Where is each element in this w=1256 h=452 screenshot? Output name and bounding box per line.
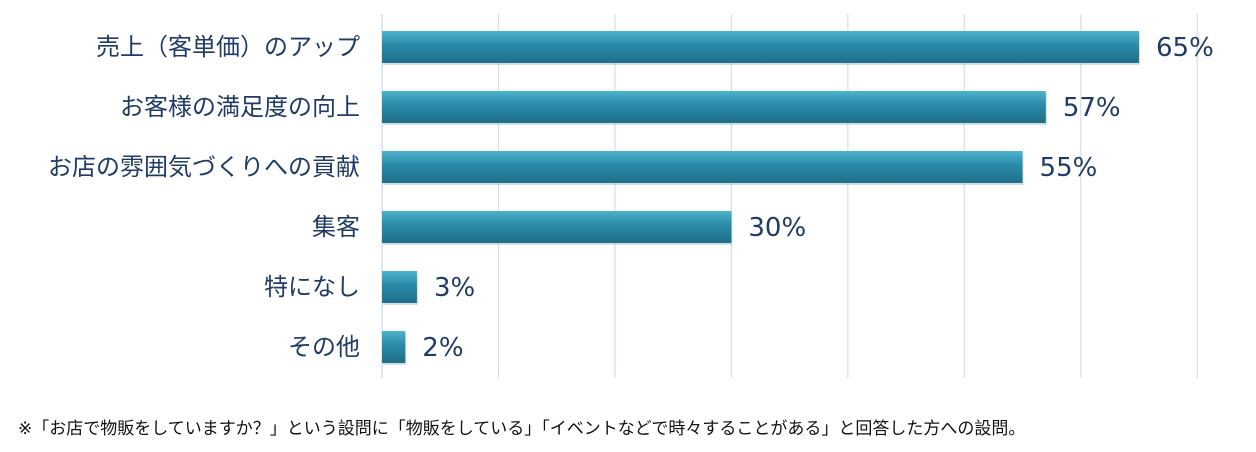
value-label: 30% xyxy=(748,213,806,243)
value-label: 55% xyxy=(1040,153,1098,183)
bar xyxy=(382,31,1139,63)
value-label: 65% xyxy=(1156,33,1214,63)
category-label: その他 xyxy=(288,333,360,361)
value-label: 57% xyxy=(1063,93,1121,123)
labels: 売上（客単価）のアップ 65% お客様の満足度の向上 57% お店の雰囲気づくりへの貢献… xyxy=(48,33,1214,363)
bars xyxy=(382,31,1140,365)
category-label: 特になし xyxy=(264,273,360,301)
value-label: 3% xyxy=(434,273,475,303)
category-label: お店の雰囲気づくりへの貢献 xyxy=(48,153,360,181)
bar xyxy=(382,331,406,363)
bar xyxy=(382,151,1023,183)
footnote: ※「お店で物販をしていますか？」という設問に「物販をしている」「イベントなどで時… xyxy=(18,419,1026,439)
category-label: お客様の満足度の向上 xyxy=(120,93,360,121)
category-label: 売上（客単価）のアップ xyxy=(96,33,360,61)
bar xyxy=(382,91,1046,123)
category-label: 集客 xyxy=(312,213,360,241)
gridlines xyxy=(381,14,1198,378)
bar xyxy=(382,271,417,303)
bar xyxy=(382,211,732,243)
bar-chart: 売上（客単価）のアップ 65% お客様の満足度の向上 57% お店の雰囲気づくりへの貢献… xyxy=(48,14,1214,378)
value-label: 2% xyxy=(422,333,463,363)
